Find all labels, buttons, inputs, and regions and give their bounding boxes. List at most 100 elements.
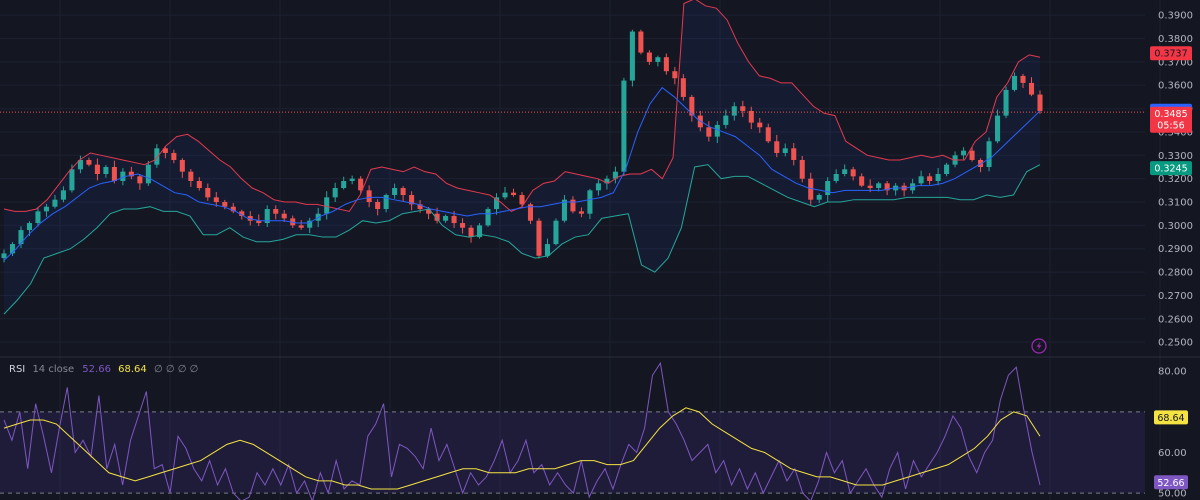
candle-body	[544, 244, 551, 256]
bollinger-band-lines	[3, 0, 1041, 315]
candle-body	[298, 225, 304, 228]
lightning-icon[interactable]	[1031, 338, 1047, 354]
rsi-line	[3, 361, 1041, 500]
candle-body	[1003, 89, 1009, 116]
candle-body	[375, 202, 381, 210]
candle-body	[366, 190, 372, 203]
price-axis[interactable]: 0.39000.38000.37000.36000.35000.34000.33…	[1158, 11, 1193, 349]
price-tick-label: 0.3200	[1158, 174, 1193, 185]
candle-body	[128, 171, 134, 177]
candle-body	[604, 178, 610, 184]
candle-body	[791, 148, 797, 160]
candle-body	[859, 176, 865, 186]
candle-body	[629, 31, 635, 81]
candle-body	[451, 216, 457, 224]
candle-body	[324, 197, 330, 214]
candle-body	[850, 169, 856, 177]
price-tick-label: 0.2800	[1158, 268, 1193, 279]
candle-body	[765, 127, 771, 142]
candle-body	[256, 220, 262, 224]
candle-body	[1028, 82, 1035, 95]
rsi-tick-label: 60.00	[1158, 448, 1187, 459]
price-tick-label: 0.2900	[1158, 244, 1193, 255]
candle-body	[417, 204, 423, 210]
rsi-legend-value: 52.66	[82, 364, 111, 375]
candle-body	[341, 181, 347, 189]
candle-body	[188, 171, 194, 182]
svg-text:05:56: 05:56	[1157, 121, 1184, 132]
rsi-tick-label: 80.00	[1158, 367, 1187, 378]
candle-body	[35, 211, 41, 224]
candle-body	[536, 220, 542, 256]
bollinger-upper-line	[3, 0, 1041, 212]
candle-body	[621, 80, 627, 172]
candle-body	[43, 206, 49, 212]
bollinger-lower-badge: 0.3245	[1150, 161, 1192, 176]
candle-body	[443, 216, 449, 221]
candle-body	[561, 199, 567, 221]
candle-body	[281, 213, 287, 219]
candle-body	[663, 57, 669, 72]
price-pane[interactable]	[0, 0, 1145, 315]
rsi-ma-legend-value: 68.64	[118, 364, 147, 375]
candle-body	[782, 148, 788, 153]
svg-text:0.3485: 0.3485	[1154, 109, 1187, 120]
rsi-pane[interactable]	[0, 361, 1145, 500]
candle-body	[816, 195, 822, 200]
candle-body	[731, 106, 737, 116]
candle-body	[842, 169, 848, 174]
candle-body	[578, 211, 584, 214]
candle-body	[986, 141, 992, 167]
candle-body	[468, 227, 474, 238]
candle-body	[1020, 75, 1026, 83]
candle-body	[714, 124, 720, 137]
candle-body	[808, 178, 814, 200]
candle-body	[935, 173, 941, 182]
candle-body	[239, 211, 245, 217]
candle-body	[493, 197, 500, 210]
price-tick-label: 0.3300	[1158, 151, 1193, 162]
candle-body	[460, 223, 466, 228]
rsi-axis[interactable]: 80.00 60.00 50.00 68.64 52.66	[1154, 367, 1188, 500]
candle-body	[358, 178, 364, 191]
candle-body	[349, 178, 355, 182]
candle-body	[103, 166, 109, 174]
candle-body	[111, 166, 117, 182]
svg-text:52.66: 52.66	[1157, 478, 1184, 489]
candle-body	[264, 209, 270, 224]
candle-body	[587, 190, 593, 214]
candle-body	[26, 223, 33, 231]
candle-body	[332, 188, 338, 198]
svg-text:0.3737: 0.3737	[1154, 49, 1187, 60]
candle-body	[553, 220, 559, 245]
price-tick-label: 0.2600	[1158, 314, 1193, 325]
candle-body	[205, 188, 211, 198]
candle-body	[825, 181, 831, 196]
bollinger-band-fill	[4, 0, 1040, 315]
candle-body	[137, 176, 143, 184]
price-tick-label: 0.2500	[1158, 338, 1193, 349]
price-tick-label: 0.3000	[1158, 221, 1193, 232]
candle-body	[570, 199, 576, 212]
rsi-legend[interactable]: RSI 14 close 52.66 68.64 ∅ ∅ ∅ ∅	[9, 364, 198, 375]
candle-body	[876, 183, 882, 189]
candle-body	[961, 150, 967, 156]
candle-body	[612, 171, 618, 179]
candle-body	[689, 96, 695, 116]
candle-body	[740, 106, 746, 111]
candle-body	[477, 225, 483, 238]
candle-body	[502, 192, 508, 198]
candle-body	[196, 181, 202, 189]
candle-body	[307, 220, 313, 228]
candle-body	[69, 169, 75, 191]
candle-body	[162, 148, 168, 153]
candle-body	[969, 150, 975, 160]
candle-body	[638, 31, 644, 53]
candle-body	[426, 209, 432, 214]
candle-body	[230, 206, 236, 212]
candle-body	[400, 188, 406, 196]
candle-body	[944, 164, 950, 174]
rsi-legend-extra: ∅ ∅ ∅ ∅	[154, 364, 198, 375]
candle-body	[927, 176, 933, 182]
